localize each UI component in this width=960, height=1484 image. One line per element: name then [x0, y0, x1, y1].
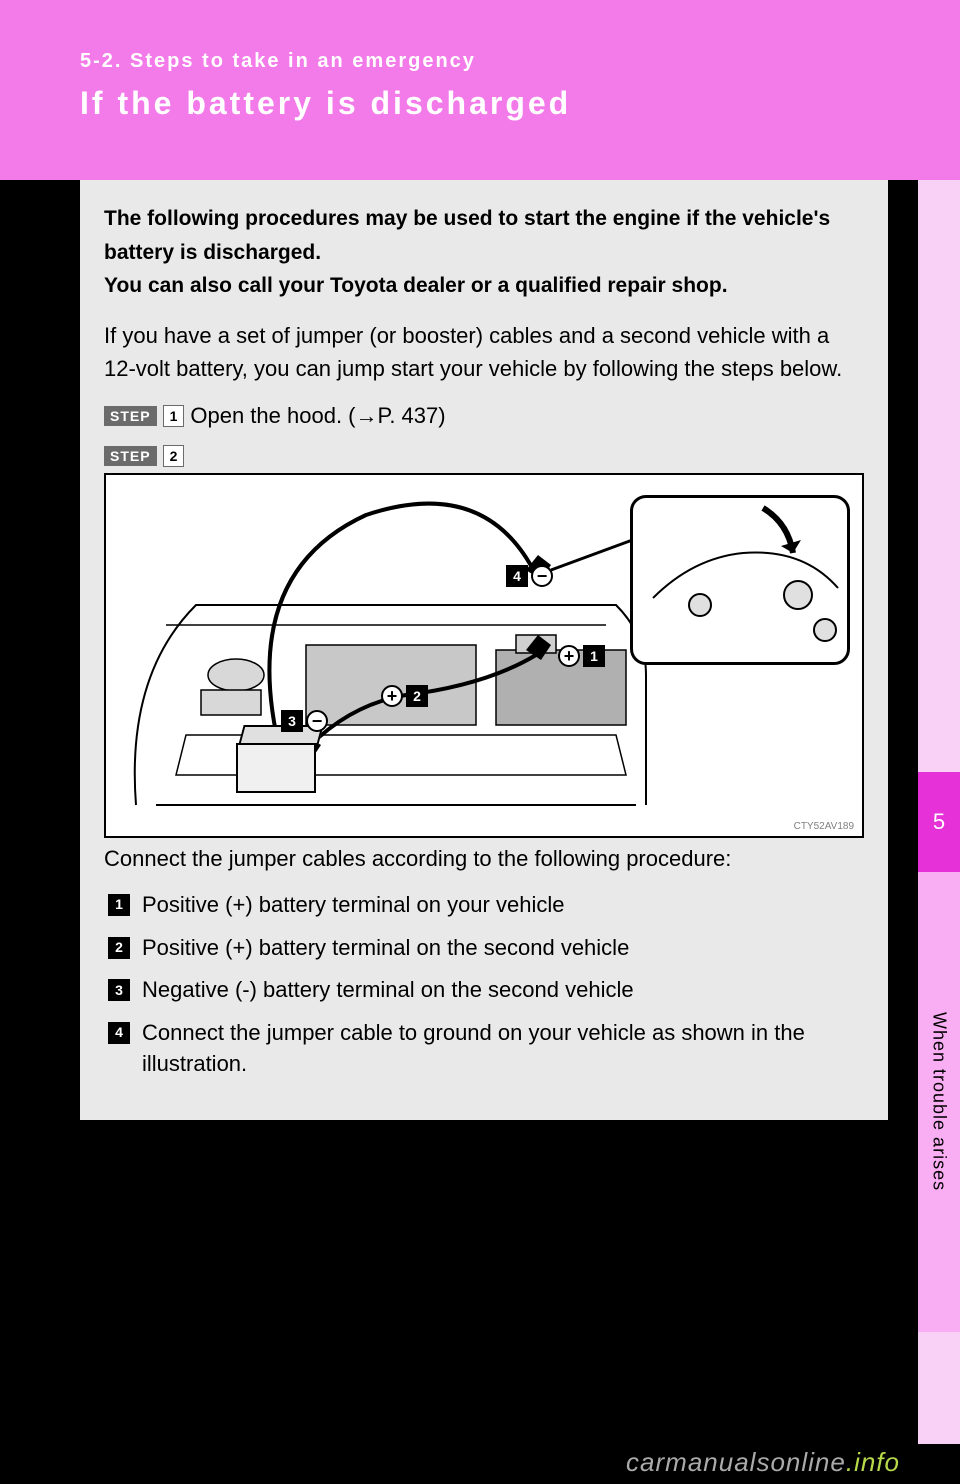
marker-2: + 2	[381, 685, 428, 707]
list-item: 3 Negative (-) battery terminal on the s…	[108, 975, 864, 1006]
list-num-3: 3	[108, 979, 130, 1001]
marker-2-num: 2	[406, 685, 428, 707]
plus-icon: +	[381, 685, 403, 707]
bolt-icon	[688, 593, 712, 617]
plus-icon: +	[558, 645, 580, 667]
chapter-label: When trouble arises	[929, 1012, 950, 1191]
marker-4: 4 −	[506, 565, 553, 587]
ground-callout	[630, 495, 850, 665]
step-2-number: 2	[163, 445, 185, 467]
section-label: 5-2. Steps to take in an emergency	[80, 50, 960, 73]
marker-4-num: 4	[506, 565, 528, 587]
watermark: carmanualsonline.info	[626, 1447, 900, 1478]
chapter-number: 5	[933, 809, 945, 835]
list-num-4: 4	[108, 1022, 130, 1044]
image-code: CTY52AV189	[794, 821, 854, 832]
side-strip-lower	[918, 1332, 960, 1444]
list-item: 4 Connect the jumper cable to ground on …	[108, 1018, 864, 1080]
step-1-row: STEP 1 Open the hood. (→P. 437)	[104, 403, 864, 429]
page-title: If the battery is discharged	[80, 85, 960, 122]
page-header: 5-2. Steps to take in an emergency If th…	[0, 0, 960, 180]
list-item: 2 Positive (+) battery terminal on the s…	[108, 933, 864, 964]
list-text-3: Negative (-) battery terminal on the sec…	[142, 975, 634, 1006]
step-1-number: 1	[163, 405, 185, 427]
side-strip-upper	[918, 180, 960, 772]
minus-icon: −	[306, 710, 328, 732]
chapter-label-tab: When trouble arises	[918, 872, 960, 1332]
diagram-caption: Connect the jumper cables according to t…	[104, 846, 864, 872]
marker-3: 3 −	[281, 710, 328, 732]
list-item: 1 Positive (+) battery terminal on your …	[108, 890, 864, 921]
bolt-icon	[813, 618, 837, 642]
list-text-1: Positive (+) battery terminal on your ve…	[142, 890, 564, 921]
content-panel: The following procedures may be used to …	[80, 180, 888, 1120]
marker-3-num: 3	[281, 710, 303, 732]
step-label: STEP	[110, 448, 151, 464]
booster-battery-icon	[236, 725, 326, 795]
step-label: STEP	[110, 408, 151, 424]
marker-1: + 1	[558, 645, 605, 667]
step-badge-icon: STEP	[104, 446, 157, 466]
step-1-text: Open the hood. (→P. 437)	[190, 403, 445, 429]
procedure-list: 1 Positive (+) battery terminal on your …	[104, 890, 864, 1080]
watermark-text: carmanualsonline	[626, 1447, 846, 1477]
watermark-accent: .info	[846, 1447, 900, 1477]
list-text-2: Positive (+) battery terminal on the sec…	[142, 933, 629, 964]
list-text-4: Connect the jumper cable to ground on yo…	[142, 1018, 864, 1080]
list-num-1: 1	[108, 894, 130, 916]
ground-bolt-icon	[783, 580, 813, 610]
minus-icon: −	[531, 565, 553, 587]
engine-diagram: + 1 + 2 3 − 4 − CTY52AV189	[104, 473, 864, 838]
intro-bold-text: The following procedures may be used to …	[104, 202, 864, 303]
chapter-tab: 5	[918, 772, 960, 872]
step-badge-icon: STEP	[104, 406, 157, 426]
intro-body-text: If you have a set of jumper (or booster)…	[104, 319, 864, 385]
step-2-row: STEP 2	[104, 445, 864, 467]
callout-svg	[633, 498, 853, 668]
list-num-2: 2	[108, 937, 130, 959]
marker-1-num: 1	[583, 645, 605, 667]
